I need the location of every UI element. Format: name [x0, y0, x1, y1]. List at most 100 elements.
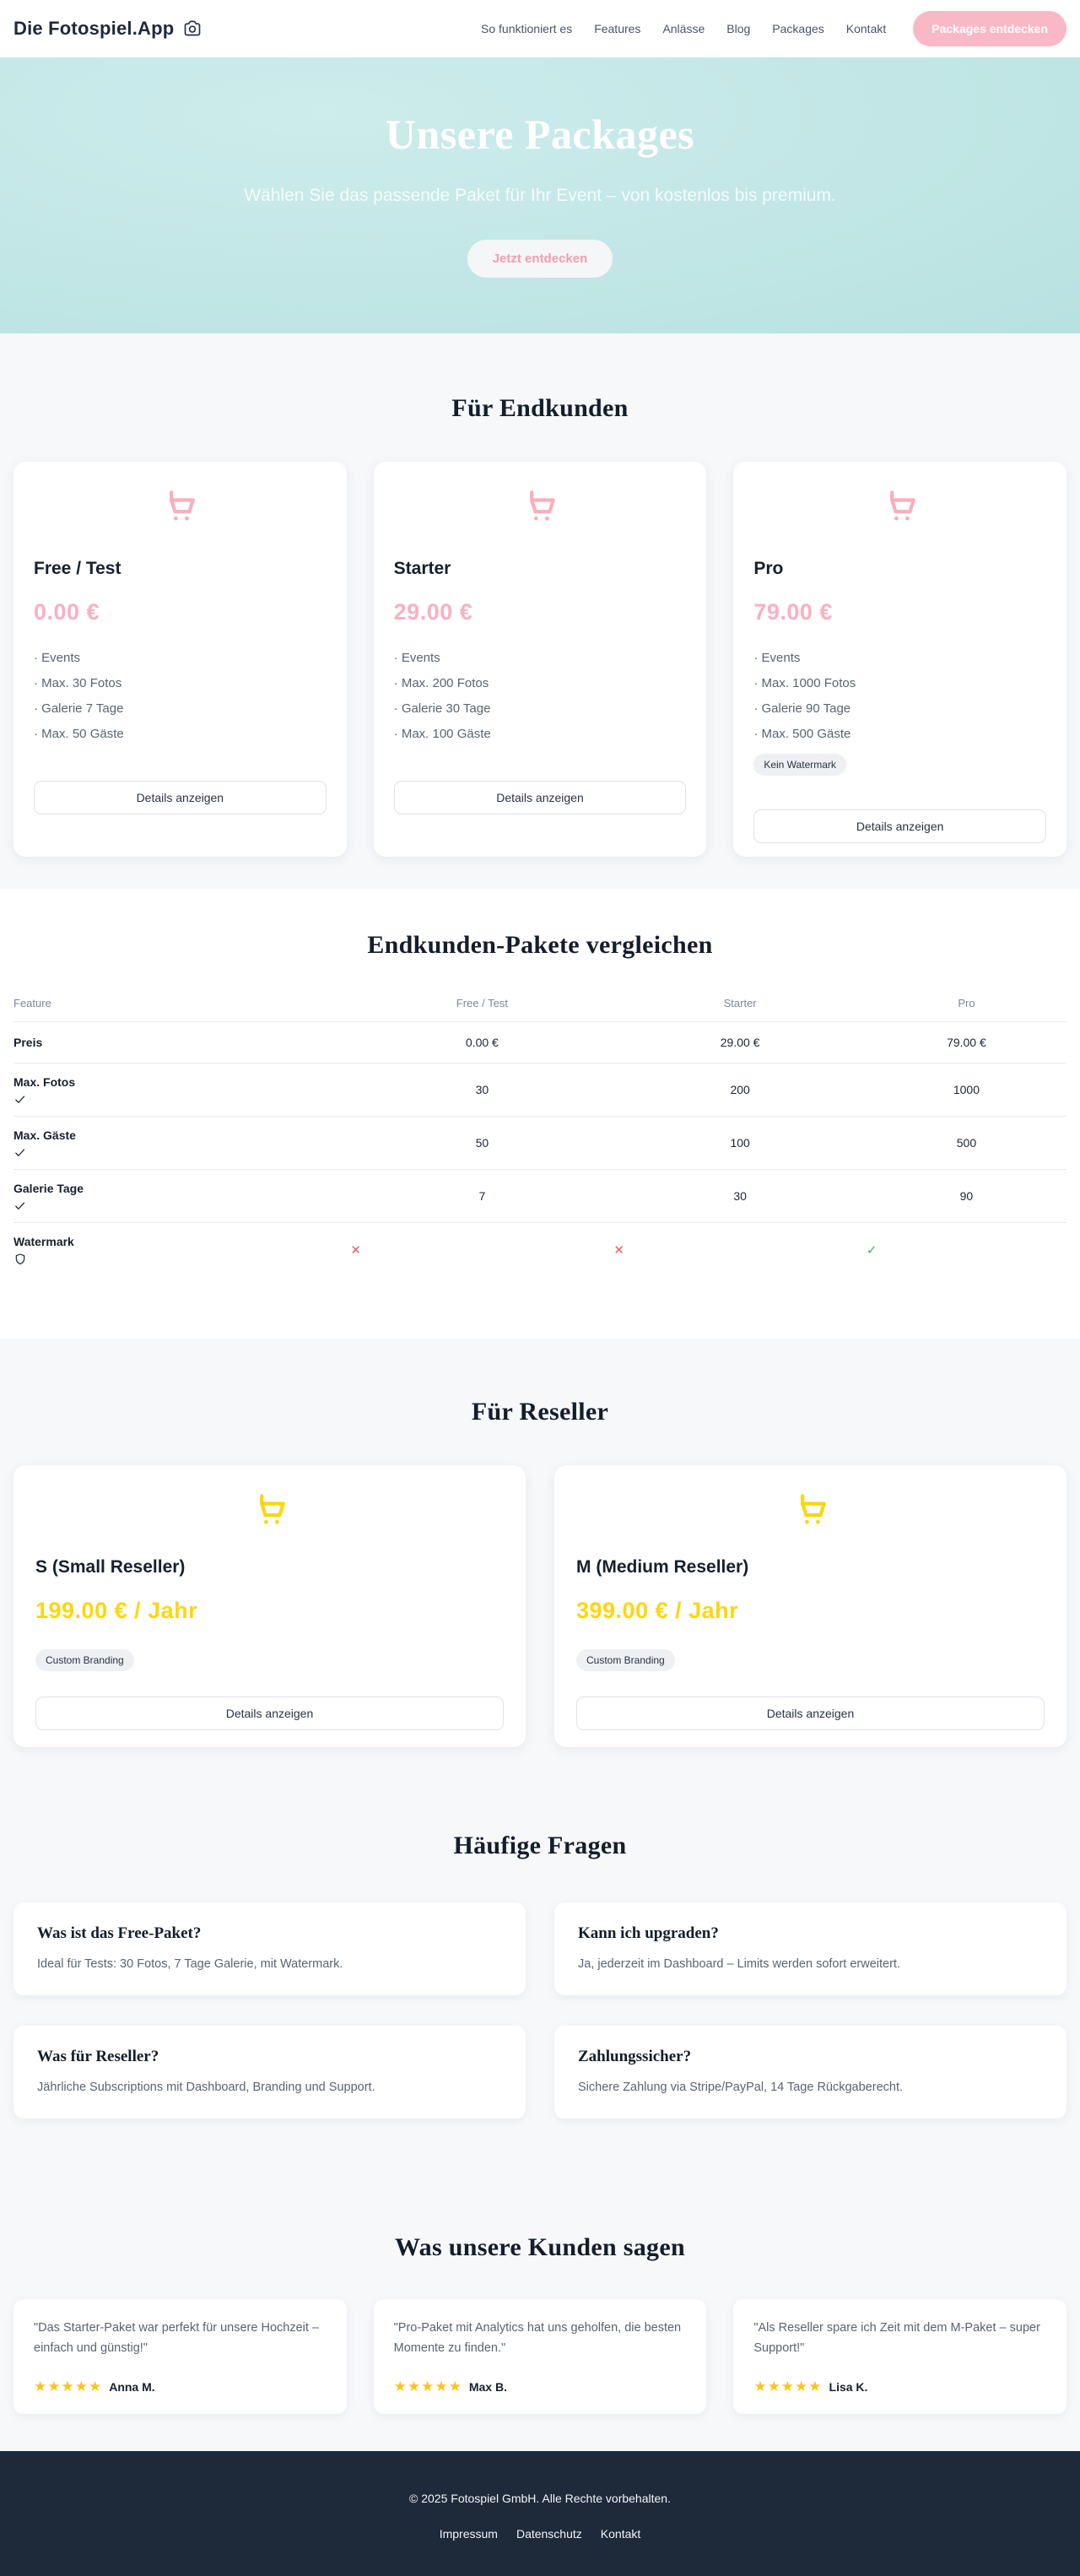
- cell-value: 90: [959, 1189, 974, 1203]
- reseller-card-s: S (Small Reseller) 199.00 € / Jahr Custo…: [14, 1465, 526, 1747]
- plan-price: 0.00 €: [34, 599, 100, 625]
- nav-anlaesse[interactable]: Anlässe: [662, 22, 705, 35]
- testimonial-author: Max B.: [468, 2380, 507, 2394]
- copyright-text: © 2025 Fotospiel GmbH. Alle Rechte vorbe…: [409, 2492, 671, 2505]
- faq-answer: Ja, jederzeit im Dashboard – Limits werd…: [578, 1957, 900, 1971]
- logo[interactable]: Die Fotospiel.App: [14, 18, 202, 40]
- feature-item: Events: [394, 646, 687, 671]
- feature-item: Galerie 7 Tage: [34, 696, 327, 722]
- testimonials-section: Was unsere Kunden sagen "Das Starter-Pak…: [0, 2200, 1080, 2451]
- plan-price: 79.00 €: [753, 599, 833, 625]
- details-anzeigen-button[interactable]: Details anzeigen: [753, 809, 1046, 843]
- endkunden-heading: Für Endkunden: [451, 394, 629, 422]
- testimonial-quote: "Pro-Paket mit Analytics hat uns geholfe…: [393, 2321, 682, 2355]
- faq-answer: Sichere Zahlung via Stripe/PayPal, 14 Ta…: [578, 2081, 904, 2094]
- cell-value: 200: [730, 1083, 750, 1096]
- cart-icon: [394, 487, 687, 530]
- testimonial-author: Anna M.: [109, 2380, 155, 2394]
- details-anzeigen-button[interactable]: Details anzeigen: [35, 1697, 504, 1730]
- faq-question: Was ist das Free-Paket?: [37, 1924, 202, 1942]
- check-icon: [14, 1199, 350, 1212]
- hero-title: Unsere Packages: [385, 111, 695, 158]
- table-row-watermark: Watermark ✕ ✕ ✓: [14, 1223, 1066, 1276]
- comparison-heading: Endkunden-Pakete vergleichen: [367, 931, 713, 959]
- plan-name: Free / Test: [34, 559, 122, 578]
- kein-watermark-badge: Kein Watermark: [753, 754, 846, 776]
- plan-name: Pro: [753, 559, 784, 578]
- endkunden-section: Für Endkunden Free / Test 0.00 € Events …: [0, 333, 1080, 875]
- feature-item: Events: [753, 646, 1046, 671]
- plan-name: Starter: [393, 559, 451, 578]
- star-rating-icons: ★★★★★: [393, 2378, 462, 2395]
- logo-text: Die Fotospiel.App: [14, 18, 175, 39]
- check-icon: ✓: [866, 1242, 878, 1258]
- cart-icon: [753, 487, 1046, 530]
- table-row-preis: Preis 0.00 € 29.00 € 79.00 €: [14, 1022, 1066, 1063]
- cell-value: 0.00 €: [465, 1036, 499, 1049]
- nav-blog[interactable]: Blog: [726, 22, 751, 35]
- custom-branding-badge: Custom Branding: [35, 1649, 134, 1671]
- hero-subtitle: Wählen Sie das passende Paket für Ihr Ev…: [244, 186, 836, 205]
- shield-icon: [14, 1253, 350, 1266]
- nav-so-funktioniert-es[interactable]: So funktioniert es: [481, 22, 573, 35]
- details-anzeigen-button[interactable]: Details anzeigen: [34, 781, 327, 814]
- nav-kontakt[interactable]: Kontakt: [845, 22, 887, 35]
- footer-link-datenschutz[interactable]: Datenschutz: [516, 2527, 582, 2541]
- cell-value: 7: [478, 1189, 486, 1203]
- feature-item: Max. 30 Fotos: [34, 671, 327, 696]
- row-label: Watermark: [14, 1235, 74, 1248]
- faq-answer: Jährliche Subscriptions mit Dashboard, B…: [37, 2081, 375, 2094]
- custom-branding-badge: Custom Branding: [576, 1649, 675, 1671]
- nav-features[interactable]: Features: [594, 22, 641, 35]
- faq-grid: Was ist das Free-Paket? Ideal für Tests:…: [14, 1902, 1066, 2119]
- star-rating-icons: ★★★★★: [34, 2378, 103, 2395]
- faq-question: Was für Reseller?: [37, 2048, 159, 2065]
- nav-packages[interactable]: Packages: [772, 22, 824, 35]
- cart-icon: [35, 1491, 504, 1534]
- footer-link-kontakt[interactable]: Kontakt: [600, 2527, 641, 2541]
- plan-features: Events Max. 1000 Fotos Galerie 90 Tage M…: [753, 646, 1046, 747]
- main-nav: So funktioniert es Features Anlässe Blog…: [481, 11, 1066, 46]
- faq-answer: Ideal für Tests: 30 Fotos, 7 Tage Galeri…: [37, 1957, 343, 1971]
- comparison-section: Endkunden-Pakete vergleichen Feature Fre…: [0, 889, 1080, 1339]
- feature-item: Galerie 90 Tage: [753, 696, 1046, 722]
- pricing-card-pro: Pro 79.00 € Events Max. 1000 Fotos Galer…: [733, 462, 1066, 857]
- row-label: Max. Gäste: [14, 1128, 76, 1142]
- feature-item: Max. 500 Gäste: [753, 722, 1046, 747]
- footer-link-impressum[interactable]: Impressum: [439, 2527, 498, 2541]
- camera-icon: [182, 19, 202, 39]
- pricing-card-starter: Starter 29.00 € Events Max. 200 Fotos Ga…: [373, 462, 707, 857]
- feature-item: Galerie 30 Tage: [394, 696, 687, 722]
- testimonial-author: Lisa K.: [829, 2380, 868, 2394]
- check-icon: [14, 1093, 350, 1106]
- column-header-pro: Pro: [958, 997, 975, 1009]
- cell-value: 100: [730, 1136, 750, 1150]
- faq-section: Häufige Fragen Was ist das Free-Paket? I…: [0, 1828, 1080, 2200]
- reseller-section: Für Reseller S (Small Reseller) 199.00 €…: [0, 1339, 1080, 1828]
- faq-item: Zahlungssicher? Sichere Zahlung via Stri…: [554, 2026, 1066, 2119]
- site-footer: © 2025 Fotospiel GmbH. Alle Rechte vorbe…: [0, 2451, 1080, 2576]
- details-anzeigen-button[interactable]: Details anzeigen: [576, 1697, 1045, 1730]
- plan-name: M (Medium Reseller): [576, 1557, 749, 1577]
- cell-value: 50: [475, 1136, 489, 1150]
- jetzt-entdecken-button[interactable]: Jetzt entdecken: [467, 240, 613, 278]
- feature-item: Max. 1000 Fotos: [753, 671, 1046, 696]
- column-header-starter: Starter: [723, 997, 757, 1009]
- testimonial-card: "Das Starter-Paket war perfekt für unser…: [14, 2299, 347, 2414]
- feature-item: Max. 100 Gäste: [394, 722, 687, 747]
- cell-value: 30: [475, 1083, 489, 1096]
- details-anzeigen-button[interactable]: Details anzeigen: [393, 781, 687, 814]
- hero-section: Unsere Packages Wählen Sie das passende …: [0, 57, 1080, 333]
- site-header: Die Fotospiel.App So funktioniert es Fea…: [0, 0, 1080, 57]
- x-icon: ✕: [613, 1242, 624, 1258]
- reseller-card-m: M (Medium Reseller) 399.00 € / Jahr Cust…: [554, 1465, 1066, 1747]
- comparison-table: Feature Free / Test Starter Pro Preis 0.…: [14, 992, 1066, 1276]
- testimonial-quote: "Das Starter-Paket war perfekt für unser…: [34, 2321, 319, 2355]
- cell-value: 500: [956, 1136, 977, 1150]
- packages-entdecken-button[interactable]: Packages entdecken: [913, 11, 1066, 46]
- plan-price: 399.00 € / Jahr: [576, 1598, 739, 1623]
- row-label: Galerie Tage: [14, 1182, 84, 1195]
- plan-features: Events Max. 200 Fotos Galerie 30 Tage Ma…: [394, 646, 687, 747]
- star-rating-icons: ★★★★★: [753, 2378, 823, 2395]
- x-icon: ✕: [350, 1242, 361, 1258]
